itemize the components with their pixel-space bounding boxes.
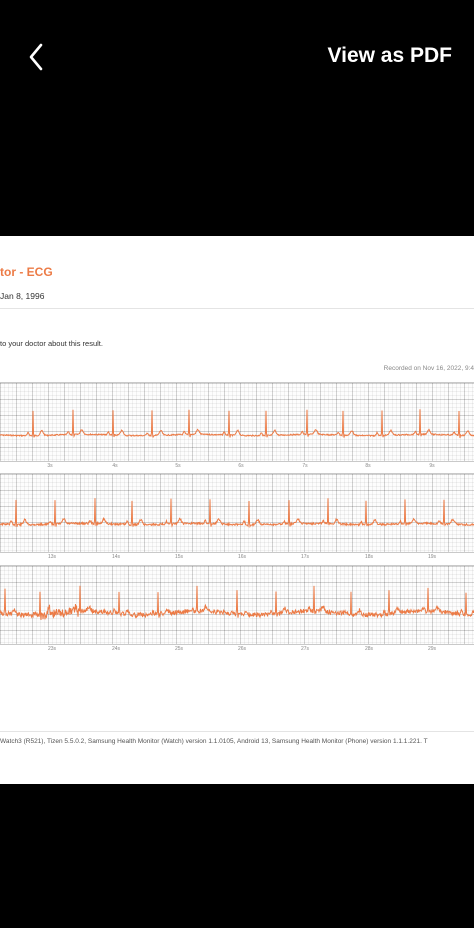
tick-label: 9s (429, 463, 435, 469)
ecg-trace-3 (0, 585, 474, 621)
tick-label: 27s (300, 646, 310, 652)
ecg-trace-2 (0, 498, 474, 529)
ecg-strip-1 (0, 382, 474, 462)
ecg-strip-3 (0, 565, 474, 645)
tick-label: 19s (427, 554, 437, 560)
tick-label: 13s (47, 554, 57, 560)
view-as-pdf-button[interactable]: View as PDF (327, 44, 452, 67)
tick-label: 26s (237, 646, 247, 652)
tick-label: 28s (364, 646, 374, 652)
device-info-footer: Watch3 (R521), Tizen 5.5.0.2, Samsung He… (0, 731, 474, 745)
recorded-timestamp: Recorded on Nov 16, 2022, 9:4 (383, 365, 474, 372)
tick-label: 16s (237, 554, 247, 560)
tick-label: 23s (47, 646, 57, 652)
ecg-trace-1 (0, 409, 474, 439)
tick-label: 24s (111, 646, 121, 652)
tick-label: 25s (174, 646, 184, 652)
date-of-birth: Jan 8, 1996 (0, 291, 45, 301)
tick-label: 29s (427, 646, 437, 652)
tick-label: 6s (238, 463, 244, 469)
tick-label: 15s (174, 554, 184, 560)
tick-label: 17s (300, 554, 310, 560)
ecg-report-page: tor - ECG Jan 8, 1996 to your doctor abo… (0, 236, 474, 784)
tick-label: 14s (111, 554, 121, 560)
tick-label: 18s (364, 554, 374, 560)
tick-label: 3s (47, 463, 53, 469)
tick-label: 4s (112, 463, 118, 469)
divider (0, 308, 474, 309)
tick-label: 8s (365, 463, 371, 469)
chevron-left-icon (29, 43, 43, 71)
back-button[interactable] (24, 40, 54, 74)
top-bar: View as PDF (0, 0, 474, 112)
tick-label: 5s (175, 463, 181, 469)
ecg-strip-2 (0, 473, 474, 553)
advice-text: to your doctor about this result. (0, 339, 103, 348)
report-title: tor - ECG (0, 265, 53, 279)
bottom-bar (0, 784, 474, 928)
tick-label: 7s (302, 463, 308, 469)
